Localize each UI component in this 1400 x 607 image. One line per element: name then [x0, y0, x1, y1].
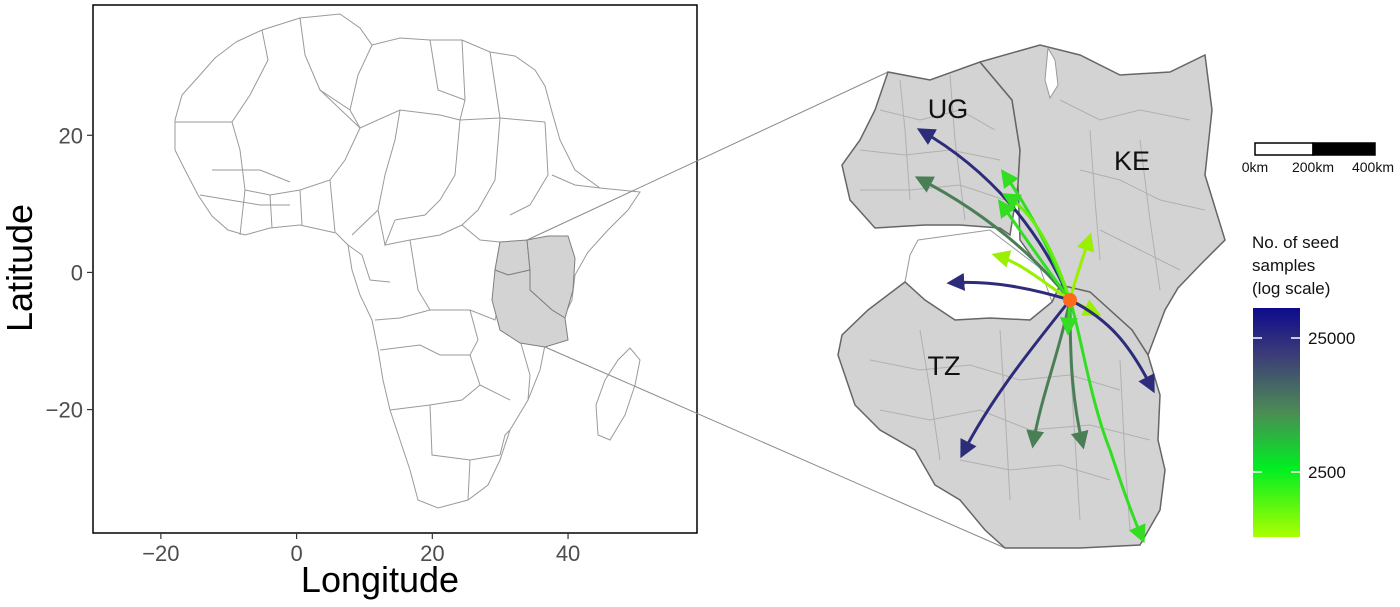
- x-tick-label: 40: [556, 541, 580, 566]
- scale-label-0: 0km: [1242, 159, 1268, 175]
- africa-map-panel: −20 0 20 40 20 0 −20 Longitude Latitude: [0, 4, 1006, 600]
- y-axis-title: Latitude: [0, 204, 40, 332]
- y-tick-label: 20: [59, 123, 83, 148]
- scale-bar-black-segment: [1312, 142, 1376, 156]
- x-tick-label: −20: [142, 541, 179, 566]
- flow-arrow-6: [991, 250, 1071, 302]
- legend-break-25000: 25000: [1308, 329, 1355, 348]
- country-label-ug: UG: [928, 94, 969, 124]
- country-label-ke: KE: [1114, 146, 1150, 176]
- legend-break-2500: 2500: [1308, 463, 1346, 482]
- east-africa-zoom-panel: UG KE TZ: [837, 44, 1226, 549]
- flow-arrow-7: [946, 272, 1071, 302]
- east-africa-highlight: [491, 235, 576, 348]
- scale-bar: 0km 200km 400km: [1242, 142, 1394, 175]
- scale-label-200: 200km: [1292, 159, 1334, 175]
- lake-turkana: [1044, 46, 1059, 100]
- uganda-highlight: [494, 239, 531, 276]
- tanzania-highlight: [491, 269, 569, 348]
- tanzania-zoom: [837, 281, 1166, 549]
- x-tick-label: 20: [420, 541, 444, 566]
- flow-arrow-14: [1068, 299, 1146, 544]
- africa-country-borders: [175, 17, 601, 501]
- y-tick-label: 0: [71, 260, 83, 285]
- legend-title-line-3: (log scale): [1252, 279, 1330, 298]
- flow-arrow-2: [914, 176, 1072, 301]
- flow-arrow-5: [997, 199, 1072, 301]
- zoom-line-top: [526, 71, 889, 241]
- legend-gradient-bar: [1253, 308, 1300, 537]
- origin-point: [1063, 293, 1077, 307]
- zoom-line-bottom: [544, 346, 1006, 549]
- color-legend: No. of seed samples (log scale) 25000 25…: [1252, 233, 1355, 537]
- y-tick-label: −20: [46, 398, 83, 423]
- africa-outline: [174, 13, 641, 509]
- country-label-tz: TZ: [928, 351, 961, 381]
- flow-arrow-11: [960, 299, 1072, 459]
- seed-flow-arrows: [914, 128, 1155, 544]
- flow-arrow-10: [1069, 298, 1155, 394]
- x-axis-ticks: −20 0 20 40: [142, 533, 580, 566]
- madagascar-outline: [595, 347, 641, 441]
- y-axis-ticks: 20 0 −20: [46, 123, 93, 423]
- scale-bar-white-segment: [1254, 142, 1314, 156]
- legend-title-line-1: No. of seed: [1252, 233, 1339, 252]
- x-tick-label: 0: [290, 541, 302, 566]
- uganda-zoom: [841, 61, 1021, 237]
- scale-label-400: 400km: [1352, 159, 1394, 175]
- x-axis-title: Longitude: [301, 559, 459, 600]
- legend-title-line-2: samples: [1252, 256, 1315, 275]
